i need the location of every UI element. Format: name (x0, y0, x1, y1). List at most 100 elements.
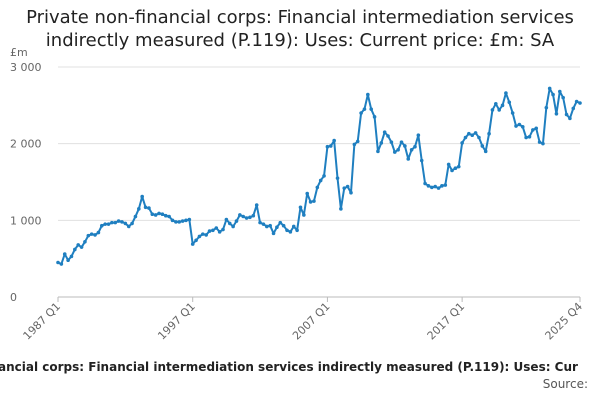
data-point (426, 184, 431, 188)
data-point (254, 203, 259, 207)
data-point (524, 135, 528, 140)
data-point (322, 174, 326, 178)
data-point (308, 200, 313, 204)
data-point (551, 92, 555, 97)
data-point (453, 166, 458, 170)
data-point (231, 224, 235, 229)
data-point (460, 141, 464, 145)
data-point (56, 260, 60, 265)
data-point (147, 206, 151, 210)
data-point (123, 221, 128, 226)
x-tick-label: 2017 Q1 (425, 300, 468, 343)
data-point (349, 190, 353, 195)
data-point (180, 219, 185, 223)
data-point (62, 252, 67, 256)
data-point (534, 126, 539, 131)
data-point (251, 213, 256, 218)
data-point (312, 199, 316, 203)
data-point (389, 140, 394, 144)
data-point (241, 214, 246, 219)
data-point (446, 162, 451, 167)
data-point (211, 228, 215, 233)
data-point (174, 220, 178, 224)
data-point (93, 233, 97, 237)
data-point (332, 138, 336, 143)
data-point (160, 212, 165, 216)
x-tick-label: 1987 Q1 (21, 300, 64, 343)
data-point (574, 99, 579, 104)
y-tick-label: 0 (10, 291, 17, 304)
data-point (520, 125, 525, 129)
data-point (187, 217, 192, 222)
data-point (59, 262, 64, 266)
data-point (564, 112, 569, 117)
data-point (473, 131, 478, 135)
x-tick-label: 2007 Q1 (290, 300, 333, 343)
data-point (163, 213, 168, 218)
data-point (217, 230, 222, 234)
data-point (419, 158, 424, 163)
data-point (66, 258, 70, 263)
data-point (557, 89, 562, 94)
y-tick-label: 1 000 (10, 214, 42, 227)
data-point (477, 135, 481, 140)
data-point (130, 221, 134, 226)
data-point (500, 103, 505, 108)
data-point (86, 233, 91, 238)
data-point (413, 144, 417, 149)
data-point (83, 240, 87, 244)
data-point (517, 122, 522, 127)
data-point (69, 254, 74, 259)
data-point (494, 102, 498, 106)
data-point (201, 232, 205, 236)
data-point (278, 220, 283, 225)
data-point (450, 168, 454, 173)
data-point (214, 226, 219, 230)
data-point (106, 222, 111, 226)
x-tick-label: 1997 Q1 (155, 300, 198, 343)
data-point (227, 221, 232, 226)
data-point (325, 144, 330, 149)
data-point (335, 176, 340, 180)
data-point (103, 222, 107, 226)
data-point (177, 220, 182, 224)
data-point (359, 111, 363, 115)
footer-text: ancial corps: Financial intermediation s… (0, 360, 578, 374)
data-point (386, 134, 390, 138)
data-point (379, 141, 384, 145)
data-point (197, 234, 202, 239)
data-point (143, 205, 148, 210)
data-point (79, 245, 84, 249)
data-point (342, 186, 347, 190)
data-point (433, 184, 437, 189)
data-point (544, 105, 549, 110)
data-point (238, 213, 242, 217)
data-point (204, 233, 208, 237)
data-point (99, 223, 104, 228)
data-point (554, 111, 559, 116)
data-point (140, 194, 144, 199)
data-point (76, 243, 81, 247)
line-series (57, 87, 581, 266)
data-point (541, 141, 545, 146)
data-point (362, 107, 367, 111)
data-point (372, 115, 377, 119)
data-point (318, 178, 323, 183)
data-point (339, 207, 343, 211)
data-point (305, 191, 310, 196)
data-point (382, 130, 387, 134)
data-point (291, 224, 296, 229)
data-point (531, 128, 535, 132)
data-point (234, 219, 239, 223)
data-point (302, 213, 306, 217)
data-point (504, 91, 508, 95)
data-point (224, 217, 229, 222)
data-point (116, 219, 121, 223)
chart-title: Private non-financial corps: Financial i… (26, 7, 574, 51)
data-point (345, 184, 350, 189)
data-point (295, 228, 299, 233)
data-point (463, 135, 468, 140)
data-point (207, 229, 212, 233)
data-point (507, 100, 512, 105)
data-point (561, 95, 565, 100)
